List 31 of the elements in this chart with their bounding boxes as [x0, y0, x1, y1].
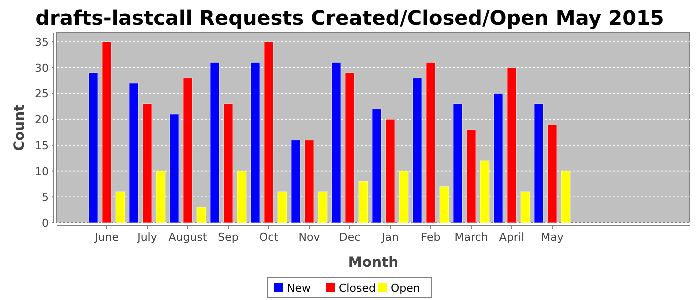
x-tick-label: Jan [381, 231, 399, 244]
x-tick-label: April [499, 231, 525, 244]
y-tick-label: 5 [42, 191, 49, 204]
y-tick-label: 10 [35, 165, 49, 178]
bar [129, 83, 139, 224]
bar [561, 171, 571, 224]
y-tick-label: 0 [42, 217, 49, 230]
x-tick-label: Feb [421, 231, 441, 244]
x-tick-label: Oct [259, 231, 280, 244]
x-tick-label: Dec [339, 231, 361, 244]
legend-label: Closed [339, 282, 376, 295]
legend-label: New [287, 282, 311, 295]
y-tick-label: 30 [35, 62, 49, 75]
bar [345, 72, 355, 224]
x-tick-label: Sep [218, 231, 239, 244]
bar [237, 171, 247, 224]
legend-label: Open [391, 282, 420, 295]
y-tick-label: 20 [35, 114, 49, 127]
x-tick-label: Nov [298, 231, 321, 244]
chart-title: drafts-lastcall Requests Created/Closed/Open May 2015 [36, 6, 664, 30]
bar [453, 104, 463, 224]
y-tick-label: 35 [35, 36, 49, 50]
y-tick-label: 25 [35, 88, 49, 101]
x-tick-label: June [94, 231, 120, 244]
y-tick-label: 15 [35, 139, 49, 152]
x-tick-label: August [168, 231, 208, 244]
x-tick-label: May [541, 231, 564, 244]
x-tick-label: July [136, 231, 158, 244]
x-axis-title: Month [348, 255, 399, 271]
x-tick-label: March [454, 231, 488, 244]
y-axis-title: Count [12, 104, 28, 152]
